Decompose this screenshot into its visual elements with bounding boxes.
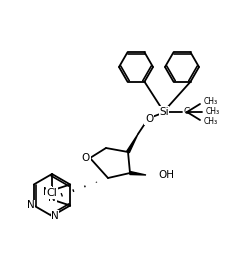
Text: N: N <box>48 193 56 203</box>
Text: O: O <box>82 153 90 163</box>
Text: CH₃: CH₃ <box>206 107 220 116</box>
Text: OH: OH <box>158 170 174 180</box>
Polygon shape <box>127 134 138 153</box>
Polygon shape <box>130 171 146 175</box>
Text: CH₃: CH₃ <box>204 117 218 127</box>
Text: CH₃: CH₃ <box>204 97 218 106</box>
Text: N: N <box>27 201 35 211</box>
Text: N: N <box>43 187 51 197</box>
Text: C: C <box>184 107 190 116</box>
Text: Si: Si <box>159 107 169 117</box>
Text: Cl: Cl <box>47 188 57 198</box>
Text: N: N <box>51 211 59 221</box>
Text: O: O <box>145 114 153 124</box>
